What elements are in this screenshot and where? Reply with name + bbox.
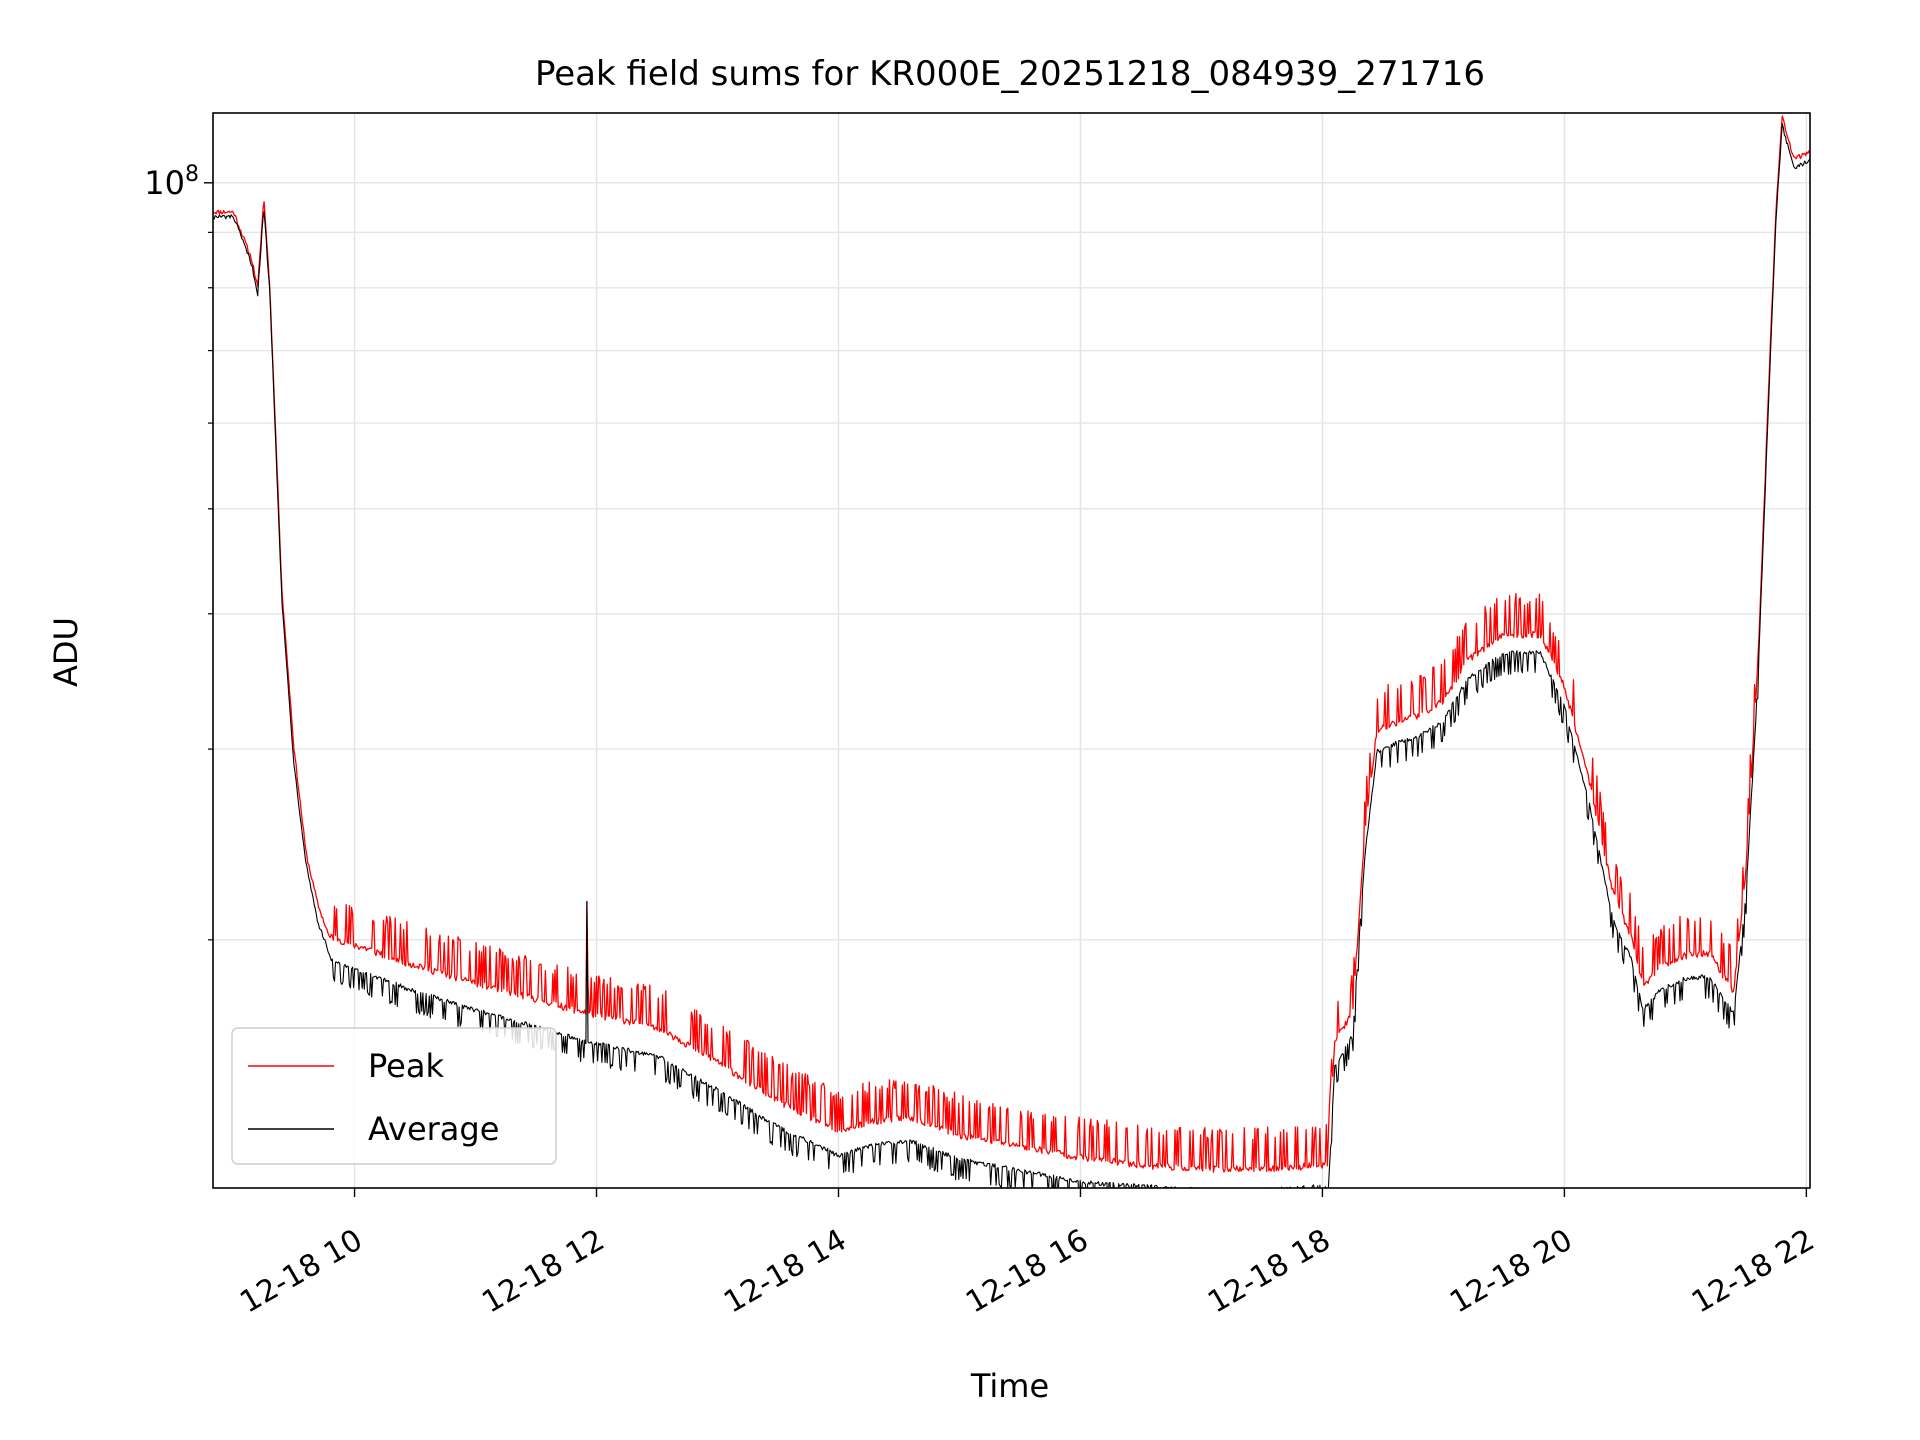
y-axis: 108 (144, 162, 213, 941)
x-axis-label: Time (970, 1367, 1049, 1405)
legend-box (231, 1027, 557, 1165)
legend-label-average: Average (368, 1110, 499, 1148)
y-axis-label: ADU (47, 617, 85, 687)
legend-label-peak: Peak (368, 1047, 444, 1085)
legend: Peak Average (231, 1027, 557, 1165)
y-tick-label: 108 (144, 162, 199, 202)
chart-title: Peak field sums for KR000E_20251218_0849… (535, 54, 1485, 94)
series-average-line (213, 122, 1810, 1188)
plot-frame (212, 112, 1811, 1189)
series-peak-line (213, 115, 1810, 1173)
grid (213, 113, 1810, 1188)
plot-area (213, 115, 1810, 1188)
